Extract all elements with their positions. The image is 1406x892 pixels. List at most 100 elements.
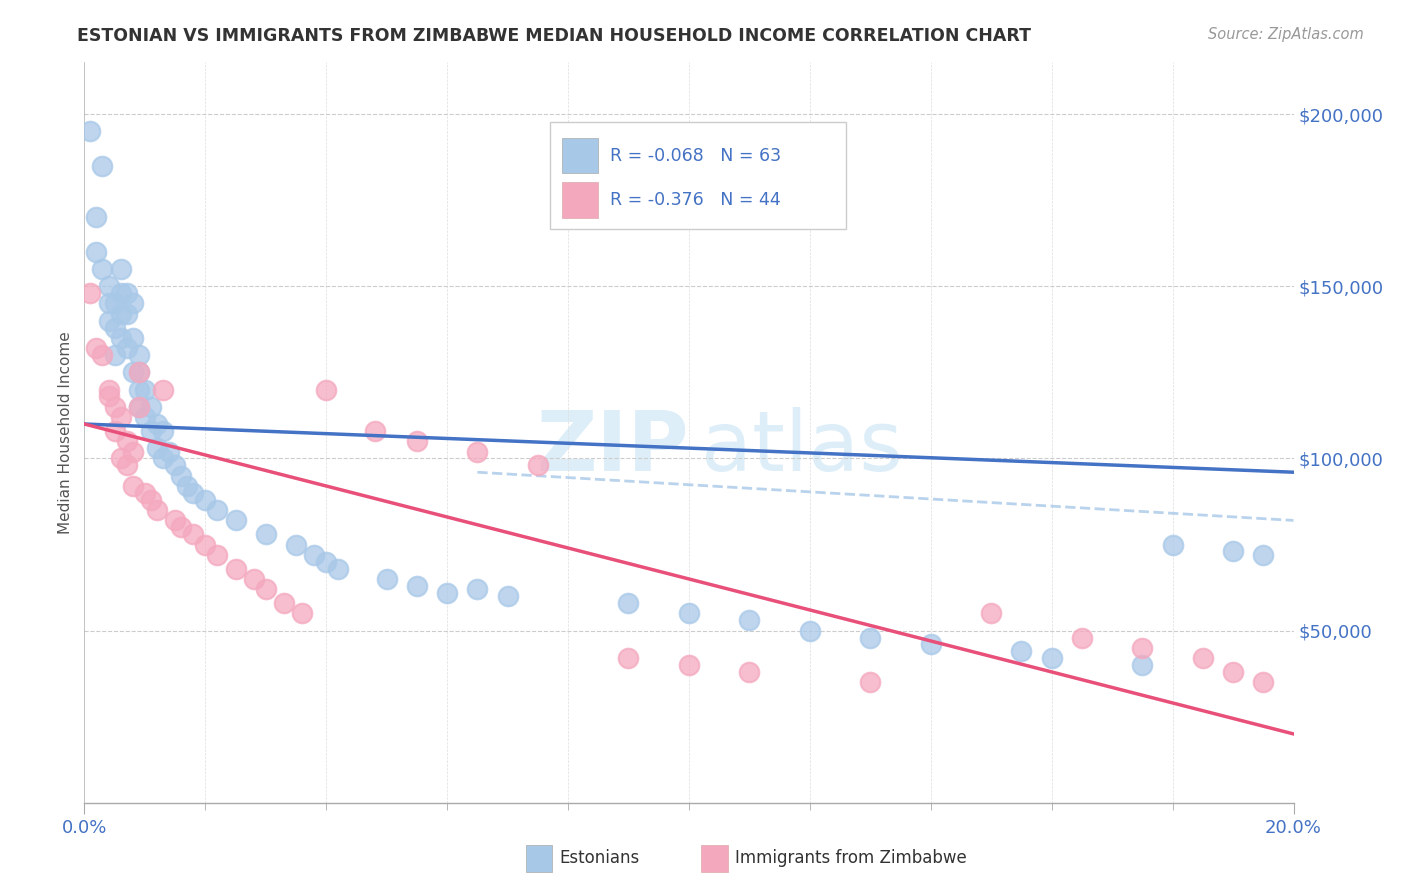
- Point: [146, 503, 169, 517]
- Point: [1161, 537, 1184, 551]
- Point: [375, 572, 398, 586]
- Point: [165, 513, 187, 527]
- Point: [121, 444, 143, 458]
- Point: [1130, 658, 1153, 673]
- Point: [363, 424, 385, 438]
- Point: [134, 486, 156, 500]
- Point: [799, 624, 821, 638]
- Point: [1071, 631, 1094, 645]
- FancyBboxPatch shape: [550, 121, 846, 229]
- Point: [139, 424, 162, 438]
- Point: [128, 348, 150, 362]
- Point: [328, 561, 350, 575]
- Point: [91, 348, 114, 362]
- Point: [170, 520, 193, 534]
- Point: [86, 341, 108, 355]
- Text: ESTONIAN VS IMMIGRANTS FROM ZIMBABWE MEDIAN HOUSEHOLD INCOME CORRELATION CHART: ESTONIAN VS IMMIGRANTS FROM ZIMBABWE MED…: [77, 27, 1032, 45]
- Point: [121, 479, 143, 493]
- Point: [527, 458, 550, 473]
- Point: [859, 631, 882, 645]
- Point: [104, 296, 127, 310]
- Point: [121, 331, 143, 345]
- Text: atlas: atlas: [702, 407, 903, 488]
- Point: [115, 341, 138, 355]
- Point: [738, 613, 761, 627]
- Point: [254, 527, 277, 541]
- Point: [285, 537, 308, 551]
- Point: [97, 389, 120, 403]
- Point: [1222, 665, 1244, 679]
- Point: [110, 410, 132, 425]
- Point: [406, 434, 429, 449]
- Point: [617, 651, 640, 665]
- Point: [678, 607, 700, 621]
- FancyBboxPatch shape: [562, 138, 599, 173]
- Point: [121, 296, 143, 310]
- Point: [152, 424, 174, 438]
- Y-axis label: Median Household Income: Median Household Income: [58, 331, 73, 534]
- Point: [121, 365, 143, 379]
- Point: [128, 365, 150, 379]
- Point: [273, 596, 295, 610]
- Point: [115, 286, 138, 301]
- Point: [467, 444, 489, 458]
- Point: [1130, 640, 1153, 655]
- Point: [115, 307, 138, 321]
- Point: [91, 159, 114, 173]
- Point: [110, 451, 132, 466]
- Point: [859, 675, 882, 690]
- Point: [1192, 651, 1215, 665]
- Point: [110, 286, 132, 301]
- Point: [181, 527, 204, 541]
- Point: [115, 434, 138, 449]
- Point: [128, 365, 150, 379]
- Point: [242, 572, 264, 586]
- Point: [104, 320, 127, 334]
- Text: Estonians: Estonians: [560, 849, 640, 867]
- Point: [152, 451, 174, 466]
- Point: [97, 296, 120, 310]
- Point: [436, 586, 458, 600]
- FancyBboxPatch shape: [526, 845, 553, 871]
- Point: [254, 582, 277, 597]
- Point: [980, 607, 1002, 621]
- Point: [128, 400, 150, 414]
- Point: [128, 383, 150, 397]
- Text: R = -0.068   N = 63: R = -0.068 N = 63: [610, 146, 782, 165]
- Point: [176, 479, 198, 493]
- Point: [79, 124, 101, 138]
- Point: [139, 492, 162, 507]
- Point: [920, 637, 942, 651]
- Point: [291, 607, 314, 621]
- Point: [110, 307, 132, 321]
- Point: [146, 441, 169, 455]
- Point: [146, 417, 169, 431]
- Point: [225, 513, 247, 527]
- Point: [165, 458, 187, 473]
- Point: [181, 486, 204, 500]
- Point: [678, 658, 700, 673]
- FancyBboxPatch shape: [562, 182, 599, 218]
- Point: [115, 458, 138, 473]
- Point: [207, 548, 229, 562]
- FancyBboxPatch shape: [702, 845, 728, 871]
- Text: Immigrants from Zimbabwe: Immigrants from Zimbabwe: [735, 849, 967, 867]
- Point: [1040, 651, 1063, 665]
- Point: [157, 444, 180, 458]
- Point: [170, 468, 193, 483]
- Point: [152, 383, 174, 397]
- Point: [302, 548, 325, 562]
- Point: [86, 211, 108, 225]
- Point: [139, 400, 162, 414]
- Point: [91, 262, 114, 277]
- Point: [1253, 548, 1275, 562]
- Point: [194, 492, 217, 507]
- Text: Source: ZipAtlas.com: Source: ZipAtlas.com: [1208, 27, 1364, 42]
- Point: [496, 589, 519, 603]
- Point: [97, 383, 120, 397]
- Point: [194, 537, 217, 551]
- Point: [134, 410, 156, 425]
- Point: [1253, 675, 1275, 690]
- Point: [738, 665, 761, 679]
- Point: [104, 400, 127, 414]
